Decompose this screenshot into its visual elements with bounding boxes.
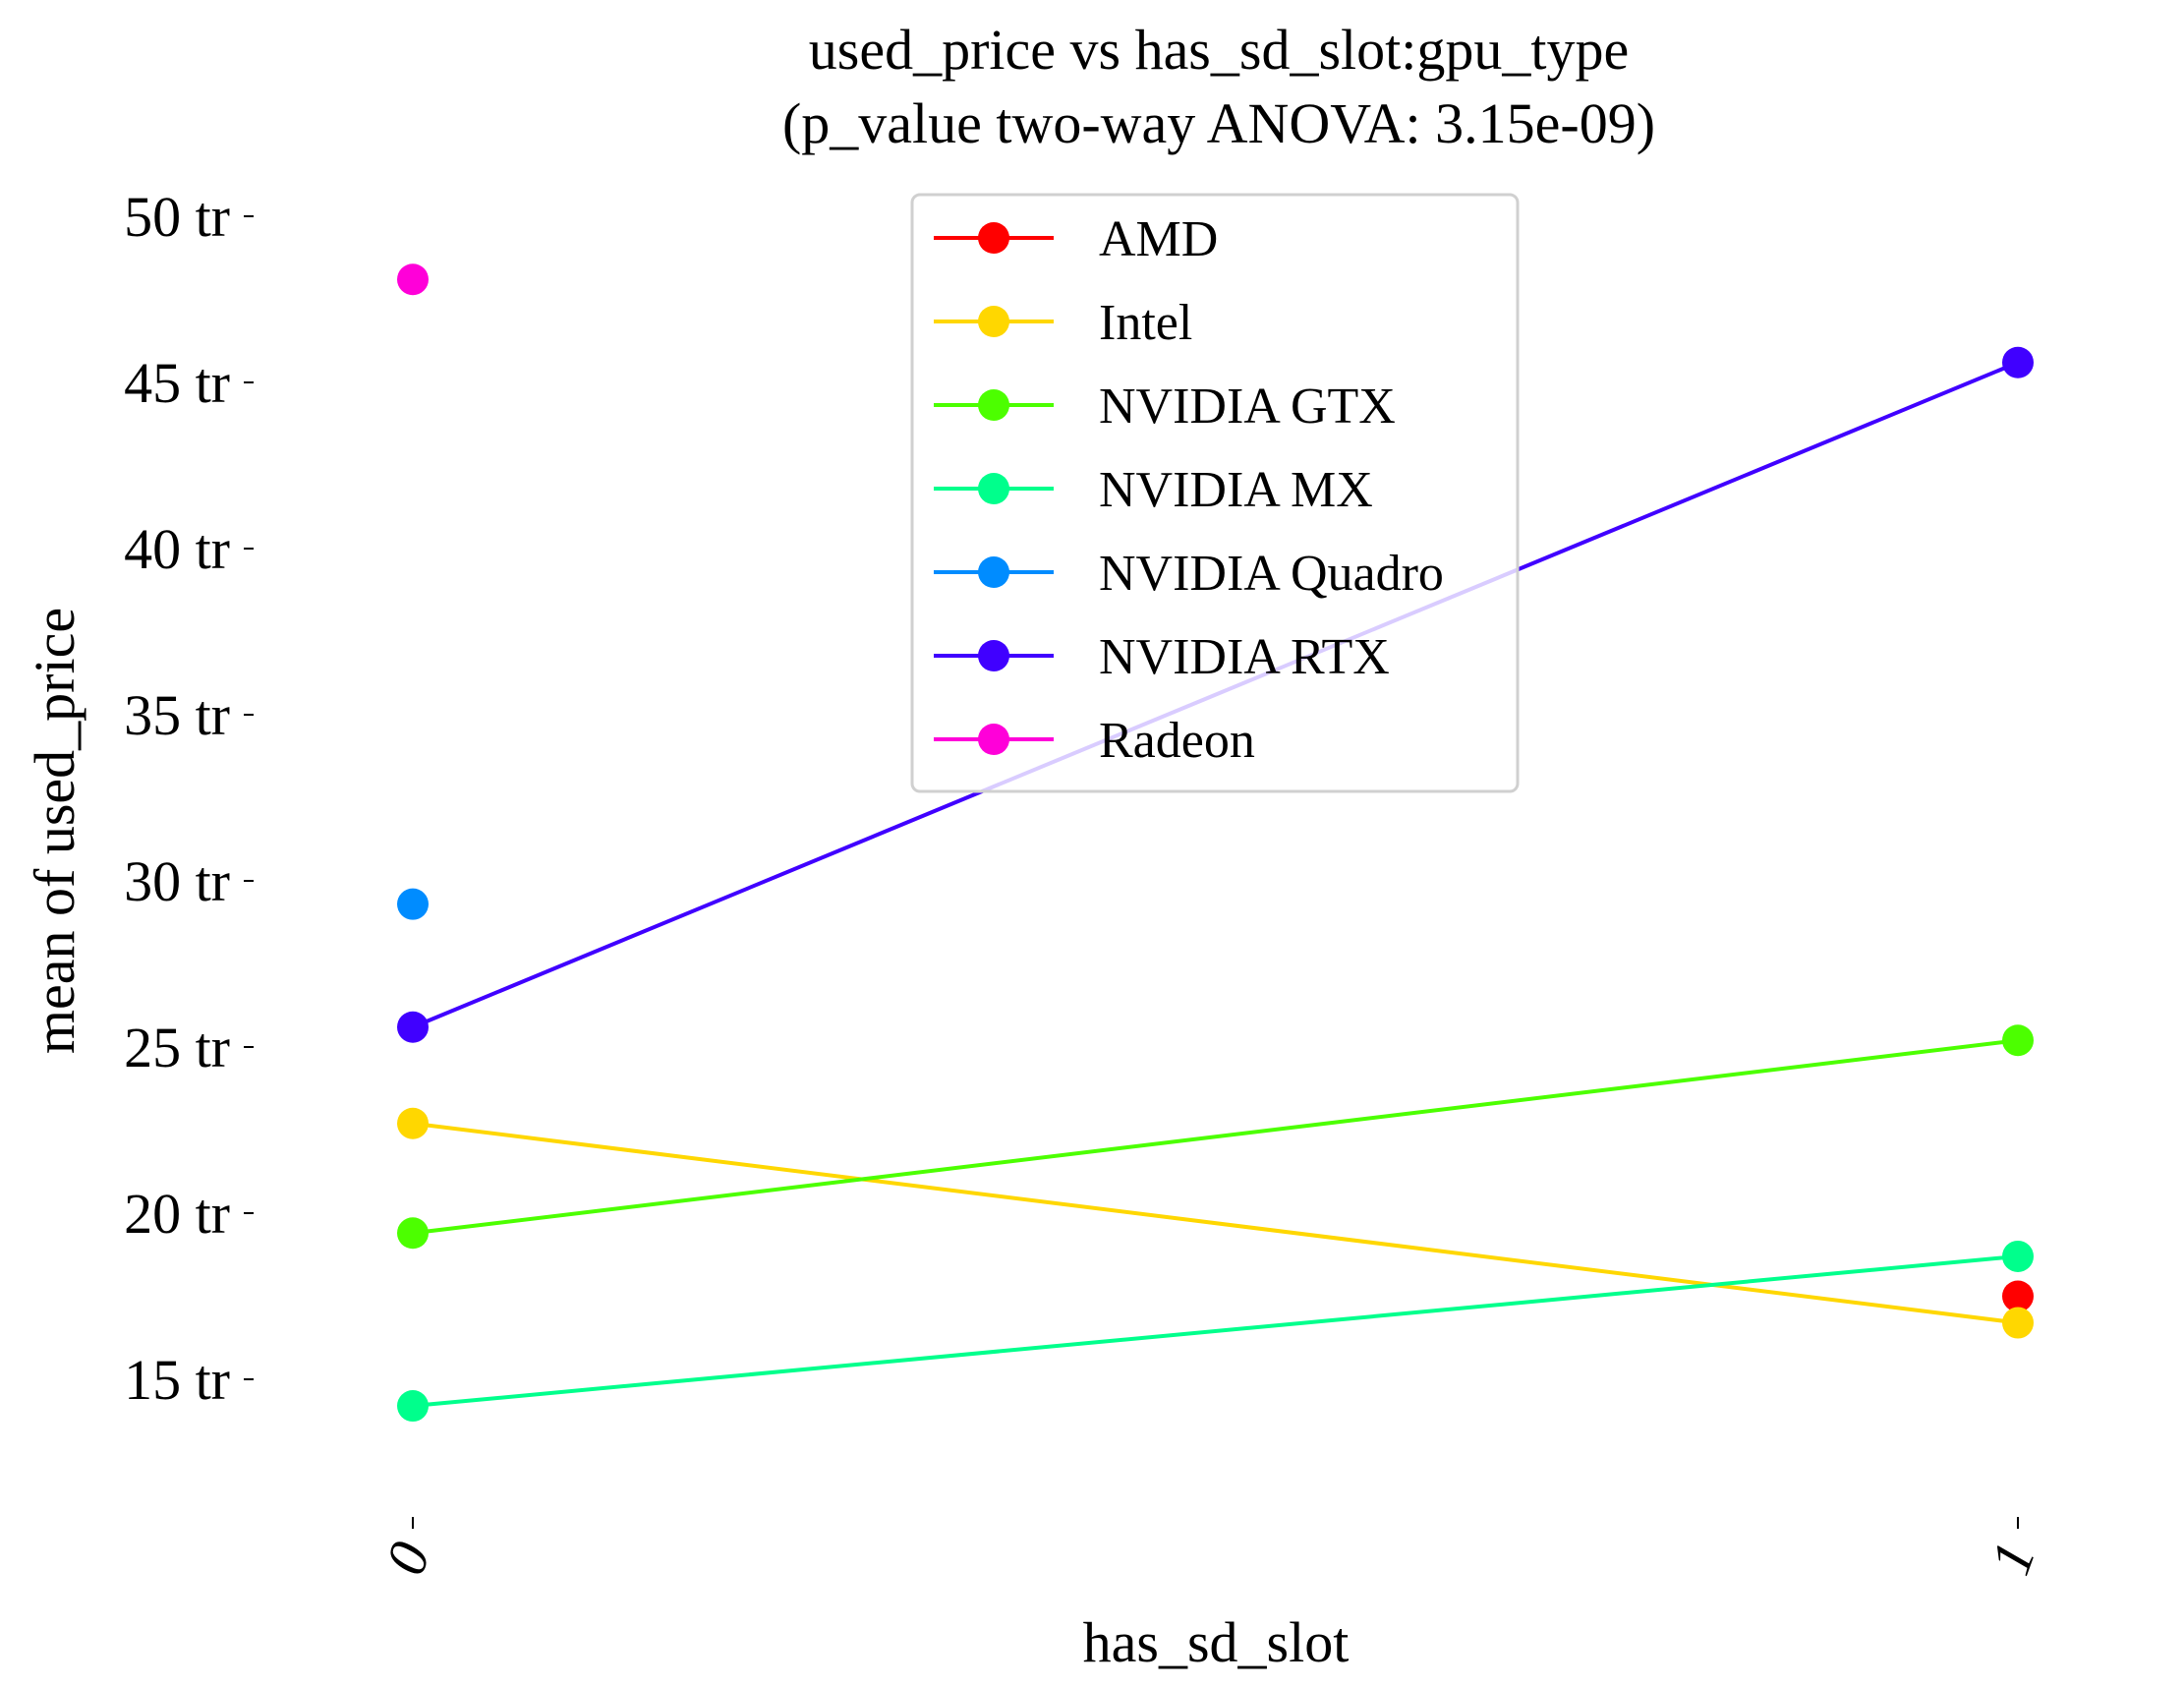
data-point-nvidia-rtx xyxy=(2002,346,2034,378)
data-point-intel xyxy=(397,1107,429,1139)
legend-item-amd: AMD xyxy=(934,211,1218,267)
legend-label: NVIDIA RTX xyxy=(1099,629,1390,685)
x-tick-label: 1 xyxy=(1978,1534,2047,1582)
data-point-radeon xyxy=(397,263,429,296)
legend-item-radeon: Radeon xyxy=(934,713,1255,769)
series-points xyxy=(397,263,2034,1423)
y-tick-label: 20 tr xyxy=(124,1182,230,1246)
legend-item-nvidia-rtx: NVIDIA RTX xyxy=(934,629,1390,685)
legend-label: NVIDIA Quadro xyxy=(1099,546,1444,602)
legend-item-nvidia-gtx: NVIDIA GTX xyxy=(934,378,1396,435)
chart-title: used_price vs has_sd_slot:gpu_type xyxy=(809,18,1629,82)
series-line-nvidia-mx xyxy=(412,1253,2019,1409)
y-axis-ticks: 15 tr 20 tr 25 tr 30 tr 35 tr 40 tr 45 tr 50 tr xyxy=(124,185,254,1412)
legend-marker xyxy=(978,222,1009,254)
legend-marker xyxy=(978,306,1009,337)
legend-frame xyxy=(910,193,1520,793)
x-tick-label: 0 xyxy=(373,1534,442,1582)
y-tick-label: 50 tr xyxy=(124,185,230,249)
y-tick-label: 30 tr xyxy=(124,849,230,913)
y-tick-label: 35 tr xyxy=(124,683,230,747)
legend-item-nvidia-mx: NVIDIA MX xyxy=(934,462,1373,518)
series-line-nvidia-gtx xyxy=(412,1038,2019,1236)
legend: AMD Intel NVIDIA GTX NVIDIA MX NVIDIA Quadro… xyxy=(910,193,1520,793)
legend-label: Radeon xyxy=(1099,713,1255,769)
y-tick-label: 40 tr xyxy=(124,517,230,581)
legend-item-nvidia-quadro: NVIDIA Quadro xyxy=(934,546,1444,602)
legend-marker xyxy=(978,724,1009,755)
chart-subtitle: (p_value two-way ANOVA: 3.15e-09) xyxy=(782,91,1655,155)
data-point-nvidia-mx xyxy=(397,1390,429,1423)
data-point-nvidia-gtx xyxy=(2002,1024,2034,1057)
data-point-nvidia-gtx xyxy=(397,1217,429,1250)
data-point-nvidia-rtx xyxy=(397,1011,429,1043)
data-point-intel xyxy=(2002,1307,2034,1339)
data-point-nvidia-quadro xyxy=(397,888,429,920)
x-axis-label: has_sd_slot xyxy=(1083,1610,1350,1674)
legend-marker xyxy=(978,556,1009,588)
legend-marker xyxy=(978,389,1009,421)
series-line-intel xyxy=(412,1121,2019,1325)
y-tick-label: 15 tr xyxy=(124,1348,230,1412)
data-point-amd xyxy=(2002,1280,2034,1312)
data-point-nvidia-mx xyxy=(2002,1240,2034,1272)
legend-item-intel: Intel xyxy=(934,295,1192,351)
legend-label: NVIDIA GTX xyxy=(1099,378,1396,435)
legend-marker xyxy=(978,640,1009,671)
legend-label: Intel xyxy=(1099,295,1192,351)
y-axis-label: mean of used_price xyxy=(23,608,86,1054)
legend-marker xyxy=(978,473,1009,504)
y-tick-label: 25 tr xyxy=(124,1016,230,1079)
legend-label: AMD xyxy=(1099,211,1218,267)
y-tick-label: 45 tr xyxy=(124,351,230,415)
legend-label: NVIDIA MX xyxy=(1099,462,1373,518)
